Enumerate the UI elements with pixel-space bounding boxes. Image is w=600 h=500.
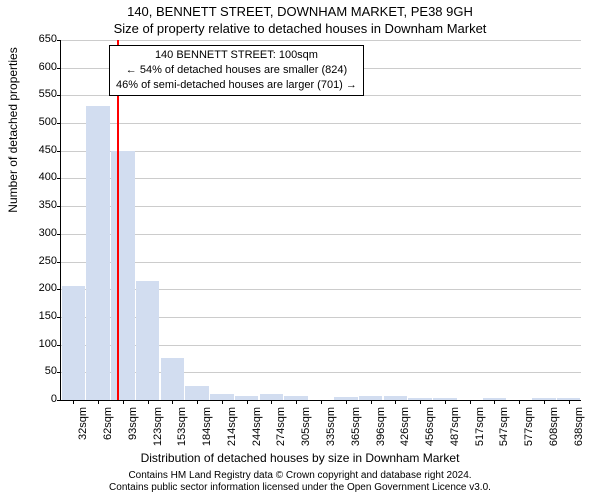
footer-line-2: Contains public sector information licen… xyxy=(109,482,491,493)
footer-line-1: Contains HM Land Registry data © Crown c… xyxy=(128,470,471,481)
y-tick-mark xyxy=(57,68,61,69)
y-tick-label: 150 xyxy=(17,310,57,322)
x-tick-mark xyxy=(470,400,471,404)
y-tick-mark xyxy=(57,40,61,41)
histogram-bar xyxy=(185,386,209,400)
y-tick-label: 300 xyxy=(17,227,57,239)
x-tick-mark xyxy=(148,400,149,404)
y-tick-label: 200 xyxy=(17,282,57,294)
x-tick-mark xyxy=(346,400,347,404)
y-tick-label: 600 xyxy=(17,61,57,73)
x-tick-mark xyxy=(271,400,272,404)
x-tick-label: 123sqm xyxy=(152,407,164,457)
x-tick-label: 93sqm xyxy=(127,407,139,457)
histogram-bar xyxy=(111,151,135,400)
x-tick-mark xyxy=(296,400,297,404)
x-tick-mark xyxy=(494,400,495,404)
annotation-line-1: 140 BENNETT STREET: 100sqm xyxy=(155,49,318,61)
y-tick-mark xyxy=(57,262,61,263)
x-tick-mark xyxy=(197,400,198,404)
x-tick-label: 32sqm xyxy=(77,407,89,457)
x-tick-label: 517sqm xyxy=(474,407,486,457)
plot-area: 0501001502002503003504004505005506006503… xyxy=(60,40,581,401)
y-tick-mark xyxy=(57,345,61,346)
histogram-bar xyxy=(86,106,110,400)
y-tick-label: 650 xyxy=(17,33,57,45)
annotation-line-3: 46% of semi-detached houses are larger (… xyxy=(116,79,357,91)
y-tick-label: 500 xyxy=(17,116,57,128)
x-tick-label: 456sqm xyxy=(424,407,436,457)
x-tick-label: 305sqm xyxy=(300,407,312,457)
histogram-bar xyxy=(62,286,86,400)
x-tick-label: 547sqm xyxy=(498,407,510,457)
x-tick-label: 335sqm xyxy=(325,407,337,457)
y-tick-mark xyxy=(57,151,61,152)
y-tick-label: 50 xyxy=(17,365,57,377)
chart-subtitle: Size of property relative to detached ho… xyxy=(0,21,600,36)
y-tick-label: 250 xyxy=(17,255,57,267)
footer-text: Contains HM Land Registry data © Crown c… xyxy=(0,470,600,494)
histogram-bar xyxy=(136,281,160,400)
y-tick-mark xyxy=(57,206,61,207)
grid-line xyxy=(61,206,581,207)
y-tick-label: 450 xyxy=(17,144,57,156)
x-tick-mark xyxy=(395,400,396,404)
grid-line xyxy=(61,262,581,263)
x-tick-label: 577sqm xyxy=(523,407,535,457)
x-axis-label: Distribution of detached houses by size … xyxy=(0,451,600,465)
y-tick-mark xyxy=(57,400,61,401)
x-tick-mark xyxy=(73,400,74,404)
x-tick-label: 274sqm xyxy=(275,407,287,457)
x-tick-mark xyxy=(247,400,248,404)
grid-line xyxy=(61,178,581,179)
x-tick-mark xyxy=(420,400,421,404)
histogram-bar xyxy=(161,358,185,400)
y-tick-label: 0 xyxy=(17,393,57,405)
y-tick-mark xyxy=(57,234,61,235)
x-tick-label: 638sqm xyxy=(573,407,585,457)
y-tick-mark xyxy=(57,372,61,373)
y-tick-mark xyxy=(57,289,61,290)
x-tick-mark xyxy=(172,400,173,404)
x-tick-label: 62sqm xyxy=(102,407,114,457)
y-tick-mark xyxy=(57,95,61,96)
x-tick-label: 426sqm xyxy=(399,407,411,457)
x-tick-mark xyxy=(445,400,446,404)
x-tick-mark xyxy=(98,400,99,404)
y-tick-mark xyxy=(57,317,61,318)
x-tick-label: 365sqm xyxy=(350,407,362,457)
y-tick-mark xyxy=(57,123,61,124)
x-tick-label: 608sqm xyxy=(548,407,560,457)
x-tick-mark xyxy=(123,400,124,404)
x-tick-mark xyxy=(544,400,545,404)
grid-line xyxy=(61,151,581,152)
x-tick-label: 244sqm xyxy=(251,407,263,457)
x-tick-mark xyxy=(569,400,570,404)
x-tick-mark xyxy=(321,400,322,404)
x-tick-label: 184sqm xyxy=(201,407,213,457)
annotation-box: 140 BENNETT STREET: 100sqm ← 54% of detac… xyxy=(109,45,364,96)
x-tick-label: 214sqm xyxy=(226,407,238,457)
grid-line xyxy=(61,40,581,41)
chart-title: 140, BENNETT STREET, DOWNHAM MARKET, PE3… xyxy=(0,4,600,19)
x-tick-label: 153sqm xyxy=(176,407,188,457)
y-tick-label: 550 xyxy=(17,88,57,100)
grid-line xyxy=(61,123,581,124)
grid-line xyxy=(61,234,581,235)
y-tick-label: 100 xyxy=(17,338,57,350)
annotation-line-2: ← 54% of detached houses are smaller (82… xyxy=(126,64,347,76)
x-tick-label: 396sqm xyxy=(375,407,387,457)
x-tick-mark xyxy=(519,400,520,404)
x-tick-mark xyxy=(222,400,223,404)
chart-container: 140, BENNETT STREET, DOWNHAM MARKET, PE3… xyxy=(0,0,600,500)
y-tick-mark xyxy=(57,178,61,179)
y-tick-label: 350 xyxy=(17,199,57,211)
x-tick-mark xyxy=(371,400,372,404)
x-tick-label: 487sqm xyxy=(449,407,461,457)
y-tick-label: 400 xyxy=(17,171,57,183)
